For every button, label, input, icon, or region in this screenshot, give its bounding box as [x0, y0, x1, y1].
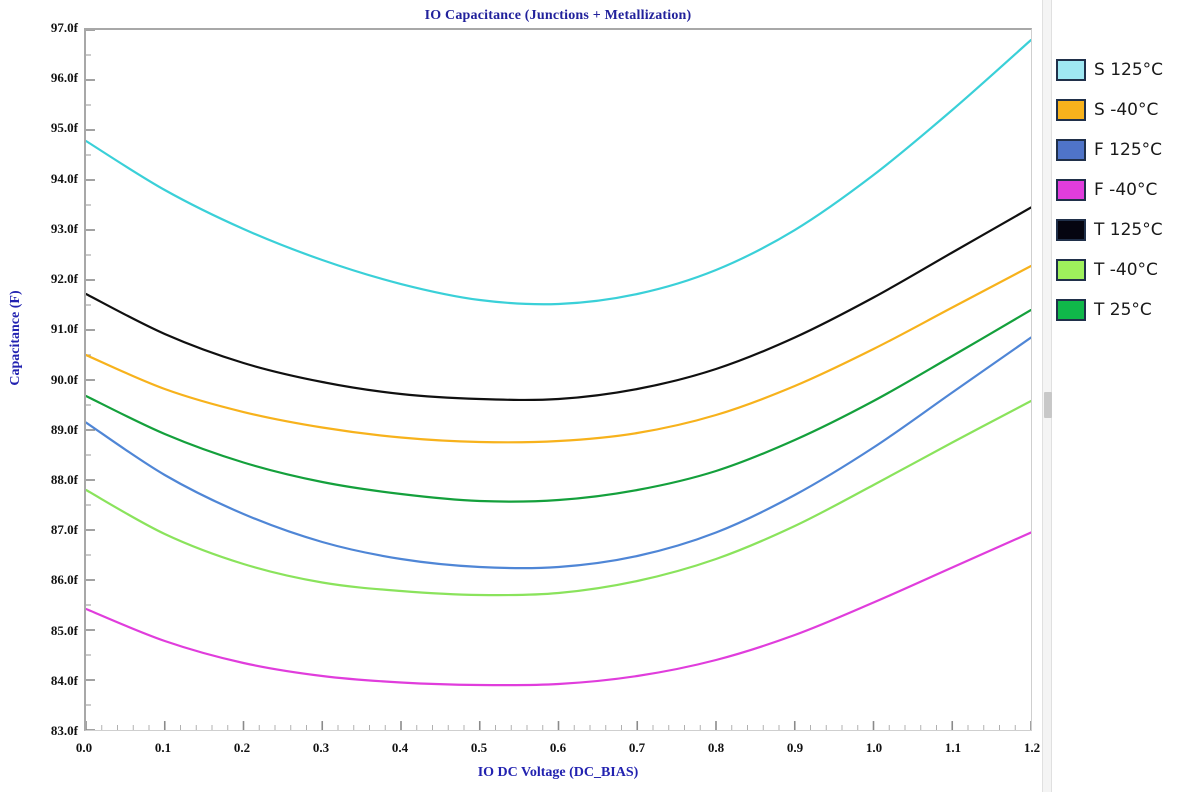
x-axis-tick-label: 0.2	[233, 740, 251, 755]
series-line	[86, 399, 1031, 597]
legend-item[interactable]: S 125°C	[1056, 56, 1192, 84]
vertical-scrollbar[interactable]	[1042, 0, 1052, 792]
y-axis-tick-label: 85.0f	[50, 622, 78, 638]
series-line	[86, 531, 1031, 687]
legend-item-label: T -40°C	[1094, 259, 1158, 280]
y-axis-tick-label: 93.0f	[50, 220, 78, 236]
x-axis-tick-label: 0.7	[628, 740, 646, 755]
legend-color-swatch	[1056, 299, 1086, 321]
axis-tick-marks	[86, 30, 1031, 730]
legend-item[interactable]: F 125°C	[1056, 136, 1192, 164]
series-line	[86, 336, 1031, 570]
chart-panel: IO Capacitance (Junctions + Metallizatio…	[8, 0, 1041, 792]
y-axis-tick-label: 84.0f	[50, 672, 78, 688]
chart-legend: S 125°C S -40°C F 125°C F -40°C T 125°C T -40…	[1056, 56, 1192, 336]
legend-color-swatch	[1056, 179, 1086, 201]
legend-item-label: F -40°C	[1094, 179, 1158, 200]
y-axis-tick-label: 97.0f	[50, 20, 78, 35]
plot-area[interactable]	[84, 28, 1032, 731]
y-axis-tick-labels: 83.0f 84.0f 85.0f 86.0f 87.0f 88.0f 89.0f 90.0f…	[8, 0, 78, 792]
legend-item[interactable]: F -40°C	[1056, 176, 1192, 204]
legend-color-swatch	[1056, 139, 1086, 161]
x-axis-tick-label: 0.8	[707, 740, 725, 755]
legend-item[interactable]: T -40°C	[1056, 256, 1192, 284]
legend-item-label: S 125°C	[1094, 59, 1164, 80]
y-axis-tick-label: 92.0f	[50, 271, 78, 287]
y-axis-tick-label: 89.0f	[50, 421, 78, 437]
y-axis-tick-label: 83.0f	[50, 723, 78, 738]
y-axis-tick-label: 94.0f	[50, 170, 78, 186]
legend-item[interactable]: T 25°C	[1056, 296, 1192, 324]
x-axis-tick-label: 0.4	[391, 740, 409, 755]
legend-item-label: S -40°C	[1094, 99, 1159, 120]
vertical-scrollbar-thumb[interactable]	[1044, 392, 1052, 418]
legend-item[interactable]: T 125°C	[1056, 216, 1192, 244]
series-line	[86, 206, 1031, 402]
x-axis-tick-label: 0.3	[312, 740, 330, 755]
y-axis-tick-label: 87.0f	[50, 522, 78, 538]
series-line	[86, 38, 1031, 306]
x-axis-tick-label: 0.5	[470, 740, 488, 755]
y-axis-tick-label: 86.0f	[50, 572, 78, 588]
x-axis-tick-label: 1.0	[865, 740, 883, 755]
y-axis-tick-label: 90.0f	[50, 371, 78, 387]
legend-color-swatch	[1056, 99, 1086, 121]
x-axis-tick-label: 0.9	[786, 740, 804, 755]
y-axis-tick-label: 95.0f	[50, 120, 78, 136]
plot-svg	[86, 30, 1031, 730]
legend-color-swatch	[1056, 219, 1086, 241]
legend-item-label: T 125°C	[1094, 219, 1163, 240]
legend-item-label: F 125°C	[1094, 139, 1162, 160]
x-axis-tick-label: 1.1	[944, 740, 962, 755]
legend-item-label: T 25°C	[1094, 299, 1152, 320]
x-axis-tick-labels: 0.0 0.1 0.2 0.3 0.4 0.5 0.6 0.7 0.8 0.9 1.0 1.1 1.2	[76, 740, 1040, 760]
chart-title: IO Capacitance (Junctions + Metallizatio…	[424, 8, 692, 23]
x-axis-tick-label: 0.6	[549, 740, 567, 755]
y-axis-tick-label: 96.0f	[50, 70, 78, 86]
legend-item[interactable]: S -40°C	[1056, 96, 1192, 124]
y-axis-tick-label: 88.0f	[50, 471, 78, 487]
x-axis-tick-label: 0.0	[75, 740, 93, 755]
x-axis-tick-label: 0.1	[154, 740, 172, 755]
series-line	[86, 308, 1031, 503]
legend-color-swatch	[1056, 259, 1086, 281]
y-axis-tick-label: 91.0f	[50, 321, 78, 337]
x-axis-title: IO DC Voltage (DC_BIAS)	[477, 765, 639, 780]
x-axis-tick-label: 1.2	[1023, 740, 1041, 755]
series-line	[86, 264, 1031, 444]
legend-color-swatch	[1056, 59, 1086, 81]
